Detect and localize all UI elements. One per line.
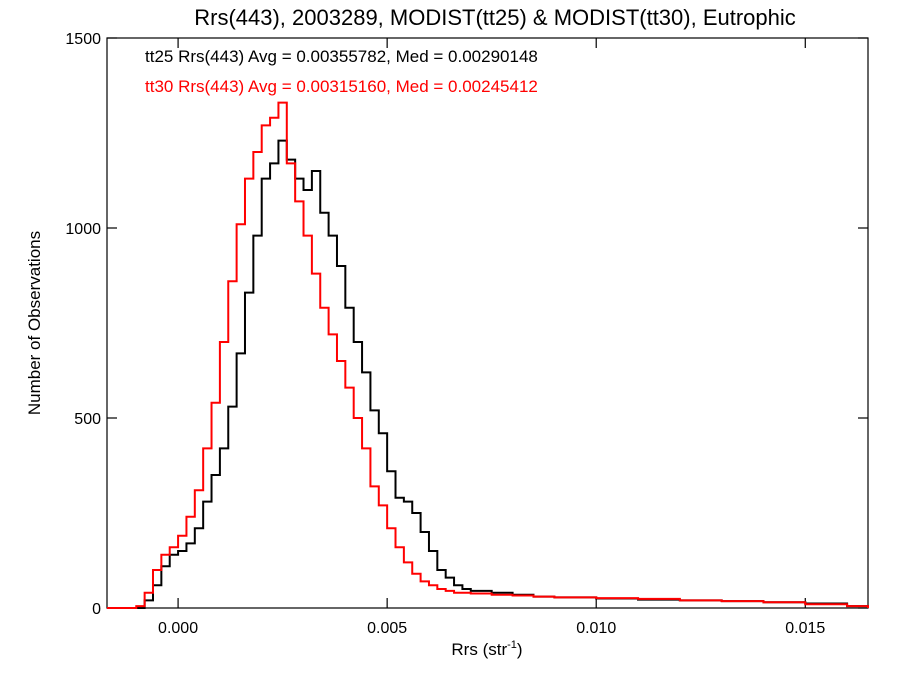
y-tick-label: 500	[74, 411, 101, 428]
y-tick-label: 0	[92, 601, 101, 618]
series-layer	[107, 101, 869, 609]
x-tick-label: 0.005	[367, 620, 407, 637]
y-axis-label: Number of Observations	[25, 231, 44, 415]
series-line-0	[107, 139, 869, 609]
x-axis-label-main: Rrs (str	[451, 640, 507, 659]
x-axis-label-close: )	[517, 640, 523, 659]
y-tick-label: 1500	[65, 31, 101, 48]
plot-frame	[106, 37, 869, 609]
x-tick-label: 0.000	[158, 620, 198, 637]
legend-entry-tt25: tt25 Rrs(443) Avg = 0.00355782, Med = 0.…	[145, 47, 538, 66]
x-tick-label: 0.010	[576, 620, 616, 637]
x-axis-label-sup: -1	[507, 639, 517, 651]
y-axis-ticks: 0 500 1000 1500	[65, 31, 868, 618]
y-tick-label: 1000	[65, 221, 101, 238]
x-axis-label: Rrs (str-1)	[451, 639, 522, 659]
legend: tt25 Rrs(443) Avg = 0.00355782, Med = 0.…	[145, 47, 538, 96]
x-tick-label: 0.015	[785, 620, 825, 637]
x-axis-ticks: 0.000 0.005 0.010 0.015	[158, 38, 825, 637]
legend-entry-tt30: tt30 Rrs(443) Avg = 0.00315160, Med = 0.…	[145, 77, 538, 96]
series-line-1	[107, 101, 869, 609]
chart-title: Rrs(443), 2003289, MODIST(tt25) & MODIST…	[194, 5, 796, 30]
